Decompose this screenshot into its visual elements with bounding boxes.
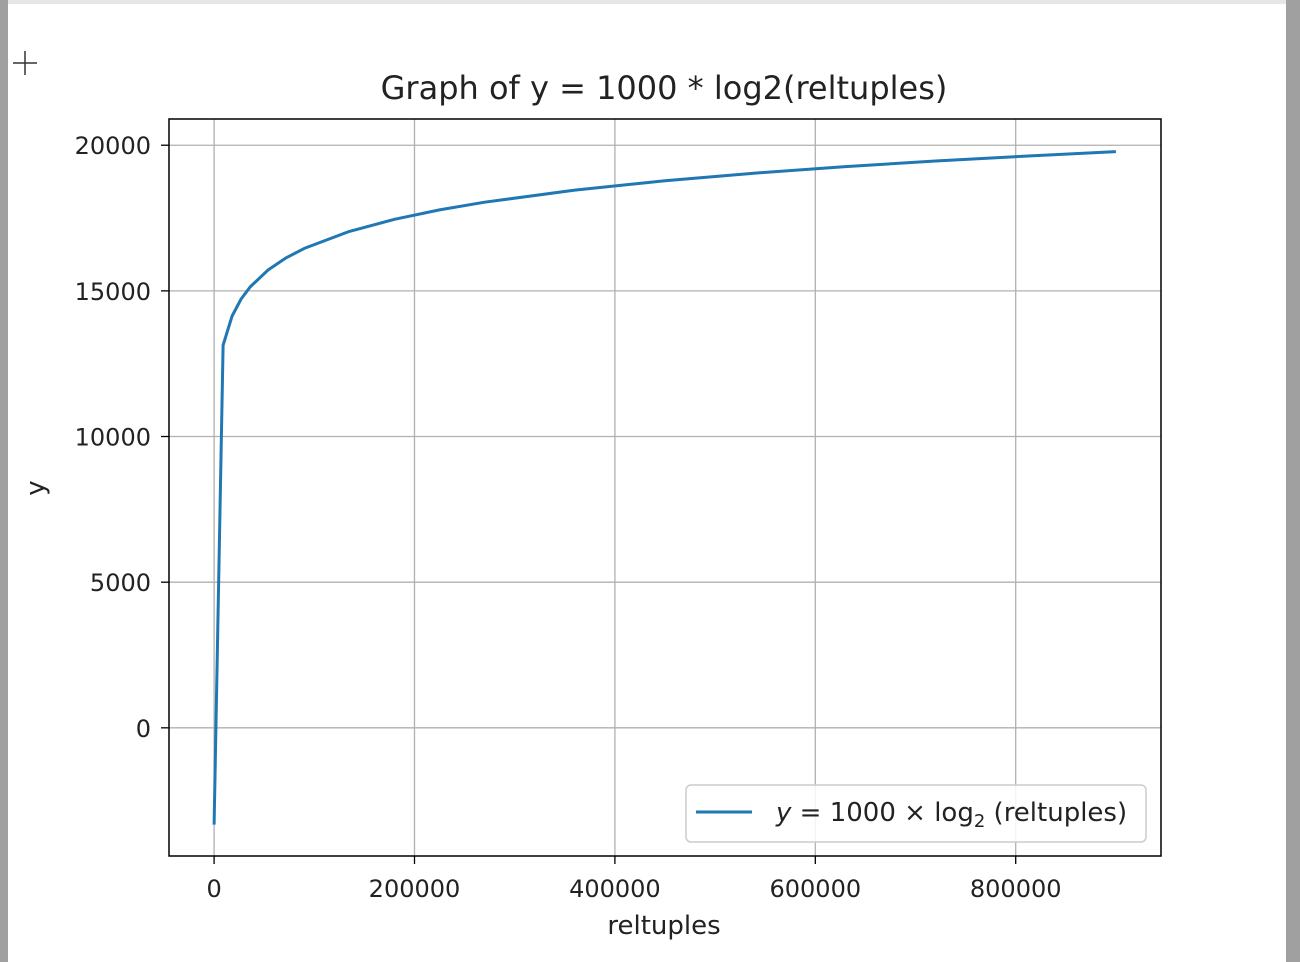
- y-tick-label: 20000: [75, 132, 151, 160]
- x-tick-label: 600000: [769, 875, 861, 903]
- legend-eq: = 1000 × log: [791, 798, 973, 828]
- x-tick-label: 200000: [369, 875, 461, 903]
- y-tick-label: 15000: [75, 278, 151, 306]
- legend-lhs: y: [775, 798, 792, 828]
- window-top-border: [8, 0, 1286, 4]
- series-layer: [212, 150, 1116, 825]
- x-tick-label: 800000: [970, 875, 1062, 903]
- y-tick-label: 5000: [90, 569, 151, 597]
- y-tick-label: 10000: [75, 424, 151, 452]
- plot-frame: [168, 118, 1162, 857]
- x-axis-label: reltuples: [607, 911, 720, 941]
- grid: [169, 119, 1161, 856]
- window-right-border: [1286, 0, 1300, 962]
- legend-box: [685, 784, 1147, 843]
- window-left-border: [0, 0, 8, 962]
- legend-sub: 2: [974, 811, 985, 832]
- x-tick-label: 0: [206, 875, 221, 903]
- y-tick-label: 0: [136, 715, 151, 743]
- chart-title: Graph of y = 1000 * log2(reltuples): [381, 69, 948, 107]
- crosshair-cursor-icon: [13, 51, 37, 75]
- legend[interactable]: y = 1000 × log2 (reltuples): [685, 784, 1147, 843]
- ticks: 0 200000 400000 600000 800000 0 5000 10000 15000…: [75, 132, 1062, 903]
- series-line: [212, 150, 1116, 825]
- x-tick-label: 400000: [569, 875, 661, 903]
- y-axis-label: y: [21, 480, 51, 495]
- legend-label: y = 1000 × log2 (reltuples): [775, 798, 1127, 832]
- legend-rhs: (reltuples): [985, 798, 1127, 828]
